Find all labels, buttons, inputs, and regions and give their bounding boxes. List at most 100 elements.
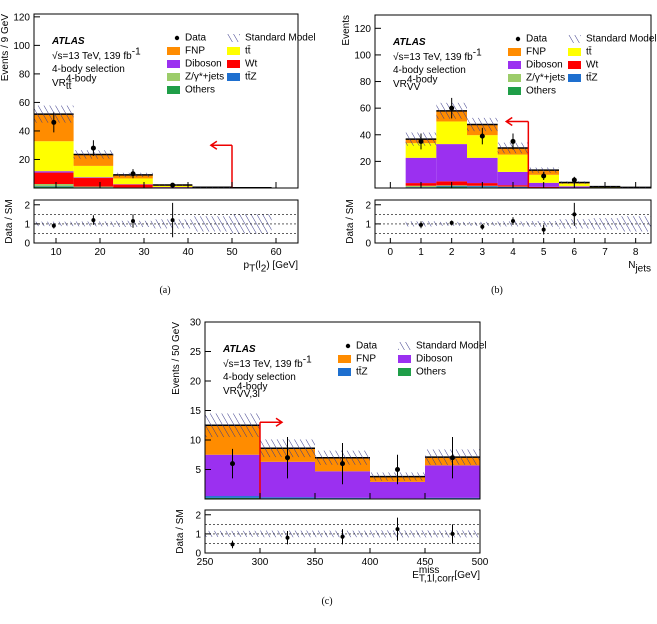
- sm-uncertainty: [205, 413, 260, 438]
- data-point: [230, 461, 235, 467]
- y-tick-label: 60: [360, 104, 372, 115]
- ratio-point: [285, 535, 290, 540]
- ratio-point: [230, 542, 235, 547]
- x-tick-label: 5: [541, 247, 547, 258]
- label-part: [GeV]: [454, 570, 480, 581]
- cut-arrow: [209, 140, 232, 150]
- y-tick-label: 100: [13, 41, 30, 52]
- y-tick-label: 80: [19, 69, 31, 80]
- stack-segment: [497, 154, 529, 172]
- x-tick-label: 3: [480, 247, 486, 258]
- stack-segment: [113, 178, 153, 185]
- legend-label: Diboson: [526, 60, 563, 71]
- legend-label: Others: [416, 367, 446, 378]
- legend-swatch: [227, 73, 240, 81]
- ratio-y-axis-title: Data / SM: [345, 199, 356, 243]
- ratio-frame: [33, 199, 299, 244]
- x-tick-label: 20: [94, 247, 106, 258]
- legend-label: Z/γ*+jets: [526, 73, 565, 84]
- label-part: jets: [634, 263, 651, 274]
- legend-swatch: [167, 60, 180, 68]
- legend-label: FNP: [526, 47, 546, 58]
- legend-swatch: [568, 48, 581, 56]
- legend-label: tt̄Z: [356, 365, 368, 377]
- legend-swatch: [338, 355, 351, 363]
- ratio-point: [51, 223, 56, 228]
- label-part: √s=13 TeV, 139 fb: [52, 50, 132, 62]
- legend-label: Data: [185, 33, 207, 44]
- label-part: VV: [407, 82, 421, 93]
- y-tick-label: 80: [360, 77, 372, 88]
- label-part: √s=13 TeV, 139 fb: [223, 358, 303, 370]
- x-tick-label: 60: [270, 247, 282, 258]
- stack-segment: [73, 165, 114, 178]
- legend-swatch: [508, 87, 521, 95]
- ratio-y-tick-label: 2: [365, 200, 371, 211]
- y-tick-label: 25: [190, 347, 202, 358]
- y-tick-label: 20: [190, 377, 202, 388]
- y-tick-label: 40: [360, 130, 372, 141]
- ratio-point: [480, 224, 485, 229]
- label-part: N: [628, 260, 635, 271]
- stack-segment: [205, 497, 260, 499]
- legend-label: tt̄Z: [586, 71, 598, 83]
- legend-label: Standard Model: [416, 341, 487, 352]
- label-part: VR: [223, 386, 237, 397]
- label-group: √s=13 TeV, 139 fb -1: [393, 47, 482, 63]
- x-tick-label: 350: [307, 557, 324, 568]
- ratio-y-tick-label: 0: [195, 549, 201, 560]
- y-tick-label: 100: [354, 50, 371, 61]
- legend-swatch: [398, 355, 411, 363]
- selection-label: 4-body selection: [52, 64, 125, 75]
- legend-swatch: [227, 34, 240, 42]
- label-group: √s=13 TeV, 139 fb -1: [223, 354, 312, 370]
- data-point: [449, 105, 455, 111]
- stack-segment: [34, 171, 74, 173]
- data-point: [571, 177, 577, 183]
- ratio-y-tick-label: 0: [24, 239, 30, 250]
- label-part: -1: [303, 354, 312, 365]
- x-tick-label: 300: [252, 557, 269, 568]
- stack-segment: [370, 481, 425, 499]
- ratio-point: [572, 212, 577, 217]
- legend-label: FNP: [185, 46, 205, 57]
- legend-label: tt̄: [245, 44, 251, 56]
- y-tick-label: 20: [360, 157, 372, 168]
- data-point: [510, 138, 516, 144]
- y-tick-label: 120: [354, 24, 371, 35]
- label-part: ) [GeV]: [266, 260, 298, 271]
- label-part: VV,3l: [237, 389, 260, 400]
- x-tick-label: 0: [388, 247, 394, 258]
- x-tick-label: 2: [449, 247, 455, 258]
- ratio-point: [170, 218, 175, 223]
- label-part: -1: [473, 47, 482, 58]
- ratio-y-tick-label: 1: [195, 529, 201, 540]
- ratio-point: [131, 219, 135, 224]
- ratio-y-tick-label: 0: [365, 239, 371, 250]
- ratio-y-axis-title: Data / SM: [175, 509, 186, 553]
- experiment-label: ATLAS: [51, 36, 85, 47]
- data-point: [450, 455, 455, 461]
- label-part: tt̄: [66, 80, 72, 92]
- legend-label: Others: [526, 86, 556, 97]
- y-tick-label: 20: [19, 155, 31, 166]
- sm-uncertainty: [467, 117, 498, 132]
- legend-label: Diboson: [416, 354, 453, 365]
- label-part: √s=13 TeV, 139 fb: [393, 51, 473, 63]
- x-tick-label: 500: [472, 557, 489, 568]
- legend-label: Others: [185, 85, 215, 96]
- legend-label: Data: [356, 341, 378, 352]
- label-part: 2: [261, 263, 267, 274]
- ratio-point: [419, 222, 423, 227]
- legend-swatch: [568, 61, 581, 69]
- data-point: [285, 455, 290, 461]
- legend-marker: [345, 343, 351, 349]
- stack-segment: [34, 172, 74, 185]
- ratio-point: [541, 227, 546, 232]
- sm-uncertainty: [528, 167, 559, 173]
- label-group: p T (l 2) [GeV]: [244, 260, 299, 274]
- stack-segment: [467, 157, 498, 184]
